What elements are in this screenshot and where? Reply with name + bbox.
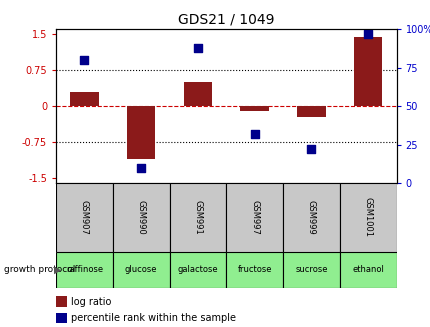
- Text: GSM999: GSM999: [306, 200, 315, 235]
- Title: GDS21 / 1049: GDS21 / 1049: [178, 13, 274, 27]
- Text: GSM1001: GSM1001: [363, 198, 372, 237]
- Text: GSM991: GSM991: [193, 200, 202, 235]
- Bar: [70, 92, 98, 106]
- Text: sucrose: sucrose: [295, 265, 327, 274]
- Bar: [339, 183, 396, 252]
- Bar: [56, 252, 113, 288]
- Text: galactose: galactose: [177, 265, 218, 274]
- Text: log ratio: log ratio: [71, 297, 111, 307]
- Bar: [183, 82, 212, 106]
- Bar: [113, 183, 169, 252]
- Bar: [169, 183, 226, 252]
- Bar: [353, 37, 381, 106]
- Text: GSM997: GSM997: [249, 200, 258, 235]
- Bar: [226, 252, 283, 288]
- Text: glucose: glucose: [125, 265, 157, 274]
- Bar: [283, 252, 339, 288]
- Bar: [56, 183, 113, 252]
- Point: [307, 147, 314, 152]
- Bar: [127, 106, 155, 159]
- Bar: [113, 252, 169, 288]
- Bar: [339, 252, 396, 288]
- Text: fructose: fructose: [237, 265, 271, 274]
- Bar: [297, 106, 325, 117]
- Point: [364, 31, 371, 37]
- Text: raffinose: raffinose: [66, 265, 103, 274]
- Point: [81, 58, 88, 63]
- Point: [194, 45, 201, 50]
- Text: percentile rank within the sample: percentile rank within the sample: [71, 313, 236, 323]
- Text: ▶: ▶: [54, 265, 61, 275]
- Bar: [56, 296, 67, 307]
- Text: ethanol: ethanol: [351, 265, 383, 274]
- Text: GSM907: GSM907: [80, 200, 89, 235]
- Point: [138, 165, 144, 170]
- Bar: [240, 106, 268, 111]
- Bar: [56, 313, 67, 323]
- Bar: [226, 183, 283, 252]
- Point: [251, 131, 258, 137]
- Text: growth protocol: growth protocol: [4, 265, 76, 274]
- Bar: [283, 183, 339, 252]
- Text: GSM990: GSM990: [136, 200, 145, 235]
- Bar: [169, 252, 226, 288]
